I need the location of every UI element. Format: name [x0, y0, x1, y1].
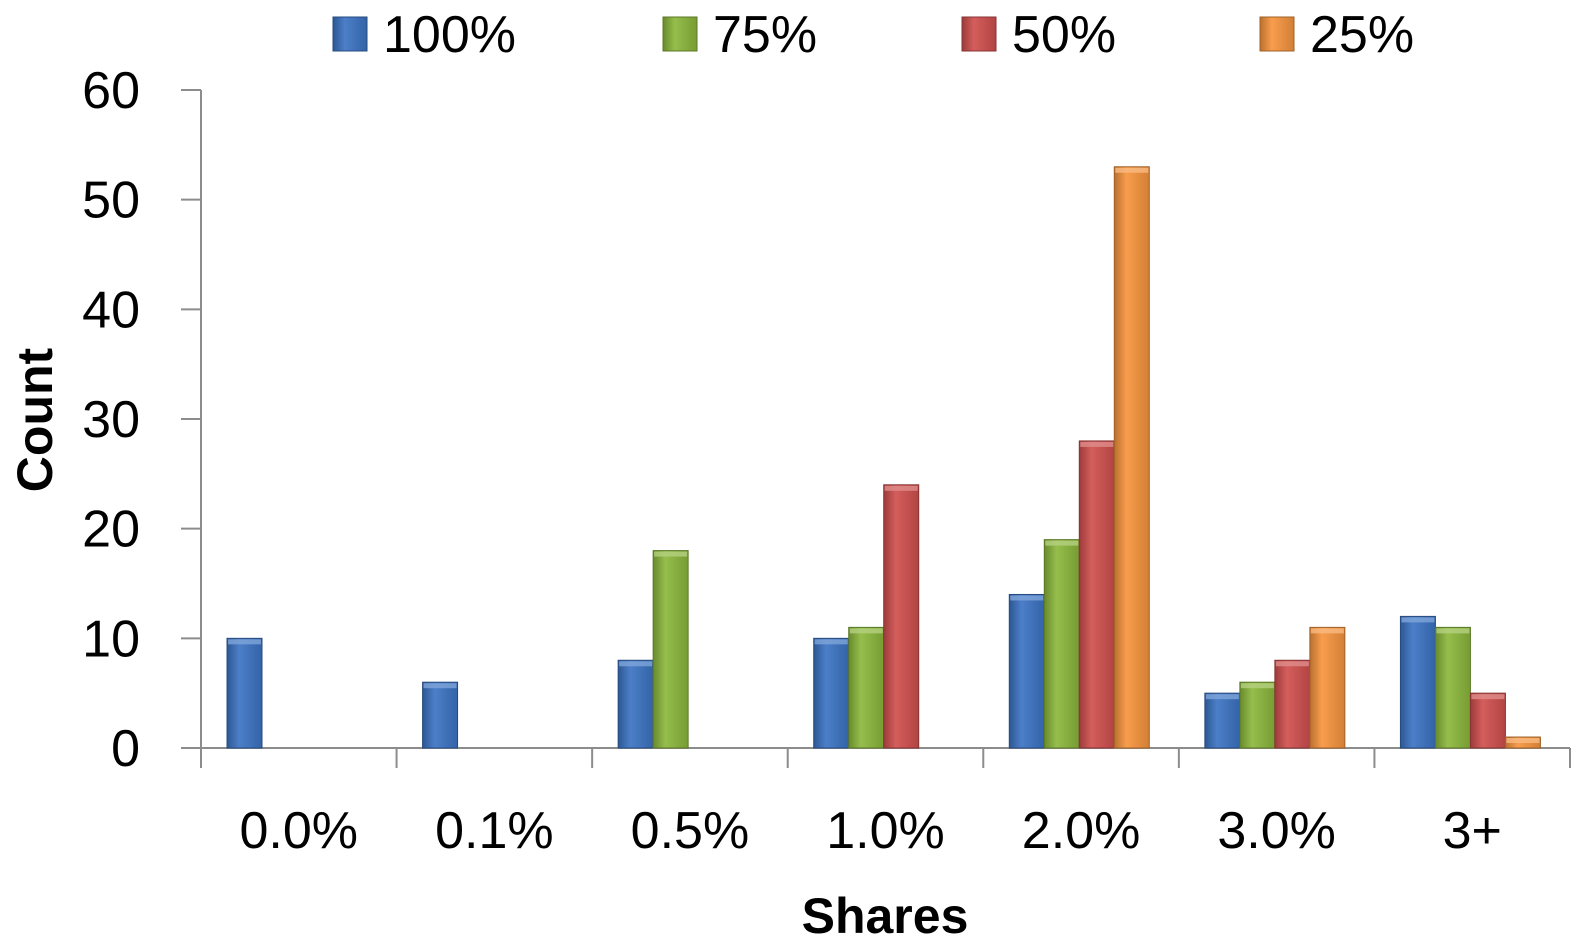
bar-75pct-6 [1434, 626, 1471, 749]
y-tick-label: 0 [111, 720, 140, 778]
legend-label: 100% [383, 6, 516, 64]
x-tick-label: 3.0% [1217, 802, 1336, 860]
legend-label: 50% [1012, 6, 1116, 64]
bar-bevel [849, 628, 883, 634]
legend-swatch [332, 16, 368, 52]
y-tick-label: 20 [82, 501, 140, 559]
bar-bevel [884, 485, 918, 491]
bar-100pct-4 [1008, 593, 1045, 749]
bar-bevel [1115, 167, 1149, 173]
bar-bevel [1471, 694, 1505, 700]
legend-swatch [662, 16, 698, 52]
bar-bevel [1010, 595, 1044, 601]
bar-bevel [1506, 738, 1540, 744]
y-tick-label: 40 [82, 281, 140, 339]
bar-bevel [1205, 694, 1239, 700]
bar-100pct-1 [422, 681, 459, 749]
bar-75pct-4 [1043, 539, 1080, 749]
y-axis-title: Count [7, 347, 63, 492]
bar-50pct-4 [1078, 440, 1115, 749]
bar-100pct-6 [1399, 615, 1436, 749]
bar-bevel [654, 551, 688, 557]
bar-bevel [1045, 540, 1079, 546]
bar-bevel [423, 683, 457, 689]
bar-bevel [1310, 628, 1344, 634]
bar-100pct-3 [813, 637, 850, 749]
legend-swatch [961, 16, 997, 52]
x-tick-label: 2.0% [1022, 802, 1141, 860]
bar-50pct-6 [1469, 692, 1506, 749]
bar-25pct-4 [1113, 166, 1150, 749]
bar-75pct-2 [652, 550, 689, 749]
x-tick-label: 0.1% [435, 802, 554, 860]
y-tick-label: 60 [82, 62, 140, 120]
bar-50pct-5 [1274, 659, 1311, 749]
bar-100pct-0 [226, 637, 263, 749]
bar-25pct-5 [1309, 626, 1346, 749]
bar-100pct-2 [617, 659, 654, 749]
bar-75pct-5 [1239, 681, 1276, 749]
bar-bevel [1275, 661, 1309, 667]
y-tick-label: 30 [82, 391, 140, 449]
bar-bevel [814, 639, 848, 645]
chart-legend: 100% 75% 50% 25% [332, 6, 1414, 64]
bar-bevel [1240, 683, 1274, 689]
x-axis-title: Shares [802, 888, 969, 944]
bars-group [226, 166, 1541, 749]
y-tick-label: 10 [82, 610, 140, 668]
x-axis: 0.0% 0.1% 0.5% 1.0% 2.0% 3.0% 3+ [200, 747, 1571, 860]
bar-bevel [619, 661, 653, 667]
legend-label: 25% [1310, 6, 1414, 64]
y-axis: 0 10 20 30 40 50 60 [82, 62, 202, 778]
legend-swatch [1259, 16, 1295, 52]
bar-50pct-3 [883, 484, 920, 749]
x-tick-label: 0.5% [631, 802, 750, 860]
legend-label: 75% [713, 6, 817, 64]
bar-bevel [228, 639, 261, 645]
x-tick-label: 3+ [1443, 802, 1502, 860]
bar-bevel [1080, 441, 1114, 447]
bar-75pct-3 [848, 626, 885, 749]
bar-bevel [1401, 617, 1435, 623]
y-tick-label: 50 [82, 172, 140, 230]
x-tick-label: 0.0% [240, 802, 359, 860]
bar-100pct-5 [1204, 692, 1241, 749]
x-tick-label: 1.0% [826, 802, 945, 860]
bar-bevel [1436, 628, 1470, 634]
